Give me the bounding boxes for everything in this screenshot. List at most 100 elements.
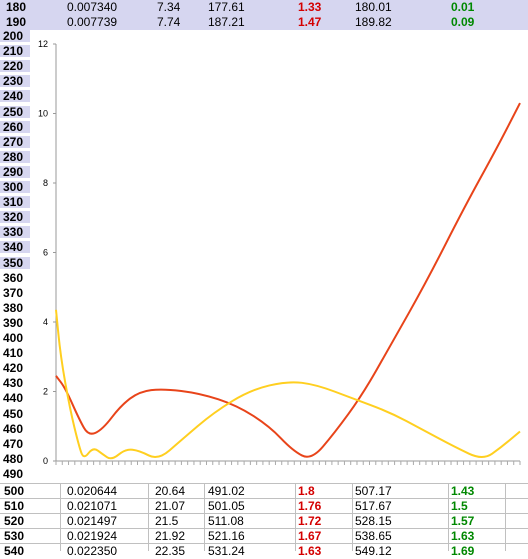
cell-e: 549.12 [355,544,392,558]
row-number[interactable]: 300 [0,181,30,193]
row-number-label: 360 [3,270,24,285]
cell-a: 0.021071 [67,499,118,513]
cell-b: 21.07 [155,499,186,513]
row-number-label: 250 [3,104,24,119]
row-number-label: 450 [3,406,24,421]
row-number-label: 220 [3,59,24,74]
column-divider [60,483,61,551]
cell-f: 0.09 [451,15,475,29]
row-id: 500 [4,484,25,498]
table-row[interactable]: 540 0.022350 22.35 531.24 1.63 549.12 1.… [0,543,528,559]
row-number-label: 490 [3,466,24,481]
row-number[interactable]: 230 [0,74,30,89]
row-number-label: 330 [3,225,24,240]
y-tick-label: 10 [38,109,48,119]
row-number[interactable]: 310 [0,196,30,209]
y-tick-label: 4 [43,317,48,327]
row-number[interactable]: 350 [0,256,30,269]
row-number-label: 230 [3,74,24,89]
cell-a: 0.022350 [67,544,118,558]
row-number[interactable]: 410 [0,347,30,359]
row-number[interactable]: 270 [0,135,30,148]
row-number[interactable]: 370 [0,287,30,299]
cell-f: 1.43 [451,484,475,498]
table-row[interactable]: 520 0.021497 21.5 511.08 1.72 528.15 1.5… [0,513,528,529]
cell-b: 20.64 [155,484,186,498]
row-number[interactable]: 440 [0,392,30,404]
row-number[interactable]: 450 [0,408,30,420]
row-number-label: 300 [3,180,24,194]
table-row[interactable]: 530 0.021924 21.92 521.16 1.67 538.65 1.… [0,528,528,544]
row-number[interactable]: 210 [0,45,30,58]
chart-panel: 0 2 4 6 8 10 12 [30,30,528,483]
table-row[interactable]: 500 0.020644 20.64 491.02 1.8 507.17 1.4… [0,483,528,499]
cell-f: 1.5 [451,499,468,513]
cell-b: 22.35 [155,544,186,558]
row-number[interactable]: 460 [0,423,30,435]
row-number[interactable]: 420 [0,362,30,374]
cell-b: 21.92 [155,529,186,543]
row-number[interactable]: 430 [0,377,30,389]
cell-e: 180.01 [355,0,392,14]
row-number-label: 470 [3,436,24,451]
row-number[interactable]: 400 [0,332,30,344]
series-line-0 [55,102,521,458]
row-number[interactable]: 380 [0,302,30,314]
row-number-label: 400 [3,331,24,345]
column-divider [505,483,506,551]
row-number[interactable]: 280 [0,150,30,163]
cell-a: 0.007739 [67,15,118,29]
cell-c: 531.24 [208,544,245,558]
row-number[interactable]: 360 [0,272,30,284]
row-number[interactable]: 260 [0,120,30,133]
row-number[interactable]: 290 [0,164,30,179]
cell-f: 1.57 [451,514,475,528]
y-tick-label: 6 [43,248,48,258]
cell-b: 7.74 [157,15,181,29]
row-number-label: 380 [3,300,24,315]
cell-c: 501.05 [208,499,245,513]
row-number-label: 320 [3,210,24,225]
row-number[interactable]: 390 [0,317,30,329]
column-divider [448,483,449,551]
table-row[interactable]: 510 0.021071 21.07 501.05 1.76 517.67 1.… [0,498,528,514]
cell-a: 0.021924 [67,529,118,543]
cell-f: 1.63 [451,529,475,543]
row-number[interactable]: 470 [0,438,30,450]
row-number-label: 410 [3,346,24,361]
row-number-label: 200 [3,30,24,43]
cell-d: 1.33 [298,0,322,14]
cell-d: 1.67 [298,529,322,543]
cell-b: 21.5 [155,514,179,528]
cell-a: 0.020644 [67,484,118,498]
row-number[interactable]: 480 [0,453,30,465]
row-number[interactable]: 320 [0,210,30,225]
cell-a: 0.021497 [67,514,118,528]
row-number-label: 370 [3,285,24,300]
table-row[interactable]: 190 0.007739 7.74 187.21 1.47 189.82 0.0… [0,15,528,30]
row-number[interactable]: 330 [0,225,30,240]
row-number[interactable]: 200 [0,30,30,42]
row-number-label: 390 [3,315,24,330]
row-number-label: 440 [3,391,24,406]
cell-d: 1.76 [298,499,322,513]
row-number-label: 290 [3,164,24,179]
bottom-rows: 500 0.020644 20.64 491.02 1.8 507.17 1.4… [0,483,528,558]
cell-d: 1.63 [298,544,322,558]
row-number-column: 200 210 220 230 240 250 260 270 280 290 300 310 320 3… [0,30,30,483]
row-number[interactable]: 250 [0,104,30,119]
row-number-label: 420 [3,361,24,376]
table-row[interactable]: 180 0.007340 7.34 177.61 1.33 180.01 0.0… [0,0,528,15]
row-number[interactable]: 340 [0,241,30,254]
cell-c: 511.08 [208,514,244,528]
cell-b: 7.34 [157,0,181,14]
row-number[interactable]: 490 [0,468,30,480]
row-id: 510 [4,499,25,513]
row-number[interactable]: 240 [0,90,30,103]
cell-c: 177.61 [208,0,245,14]
row-number[interactable]: 220 [0,59,30,74]
cell-e: 507.17 [355,484,392,498]
row-id: 530 [4,529,25,543]
series-line-1 [55,309,521,460]
row-number-label: 460 [3,421,24,436]
